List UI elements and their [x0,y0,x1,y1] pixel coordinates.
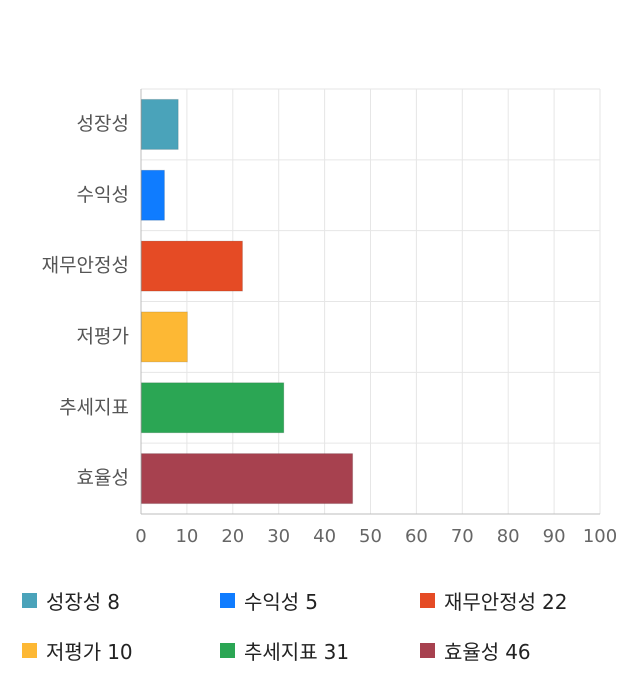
legend-swatch-0 [22,592,37,608]
legend-swatch-5 [420,642,435,658]
legend: 성장성 8 수익성 5 재무안정성 22 저평가 10 추세지표 31 효율성 46 [0,580,640,690]
legend-value-0: 8 [107,589,120,614]
bar-3[interactable] [141,311,188,363]
legend-label-1: 수익성 5 [244,586,318,615]
category-label-4: 추세지표 [59,396,129,418]
legend-value-5: 46 [505,639,531,664]
bar-2[interactable] [141,240,243,292]
legend-value-2: 22 [542,589,568,614]
x-tick-label-5: 50 [359,526,382,547]
legend-item-5[interactable]: 효율성 46 [420,635,531,665]
legend-name-4: 추세지표 [244,639,318,664]
x-tick-label-7: 70 [451,526,474,547]
category-label-1: 수익성 [77,184,129,206]
legend-name-2: 재무안정성 [444,589,536,614]
x-tick-label-3: 30 [267,526,290,547]
x-tick-label-1: 10 [175,526,198,547]
legend-item-1[interactable]: 수익성 5 [220,585,318,615]
bar-4[interactable] [141,382,285,434]
legend-swatch-2 [420,592,435,608]
legend-label-0: 성장성 8 [46,586,120,615]
legend-item-0[interactable]: 성장성 8 [22,585,120,615]
x-tick-label-8: 80 [497,526,520,547]
bar-0[interactable] [141,98,179,150]
category-label-5: 효율성 [77,467,129,489]
x-tick-label-4: 40 [313,526,336,547]
legend-label-5: 효율성 46 [444,636,531,665]
x-tick-label-0: 0 [135,526,146,547]
legend-value-3: 10 [107,639,133,664]
bars [141,98,354,505]
category-label-0: 성장성 [77,113,129,135]
legend-label-2: 재무안정성 22 [444,586,567,615]
legend-name-1: 수익성 [244,589,300,614]
x-tick-label-2: 20 [221,526,244,547]
legend-name-0: 성장성 [46,589,102,614]
legend-item-4[interactable]: 추세지표 31 [220,635,349,665]
legend-name-3: 저평가 [46,639,102,664]
legend-label-4: 추세지표 31 [244,636,349,665]
x-tick-label-9: 90 [543,526,566,547]
x-tick-label-6: 60 [405,526,428,547]
grid-lines [140,88,601,515]
legend-item-3[interactable]: 저평가 10 [22,635,133,665]
bar-1[interactable] [141,169,165,221]
x-tick-label-10: 100 [583,526,617,547]
bar-5[interactable] [141,453,354,505]
legend-swatch-3 [22,642,37,658]
legend-name-5: 효율성 [444,639,500,664]
legend-swatch-4 [220,642,235,658]
legend-item-2[interactable]: 재무안정성 22 [420,585,567,615]
category-label-3: 저평가 [77,325,129,347]
legend-swatch-1 [220,592,235,608]
category-label-2: 재무안정성 [42,255,129,277]
legend-label-3: 저평가 10 [46,636,133,665]
legend-value-4: 31 [323,639,350,664]
x-axis-ticks: 0 10 20 30 40 50 60 70 80 90 100 [135,526,617,547]
legend-value-1: 5 [305,589,318,614]
